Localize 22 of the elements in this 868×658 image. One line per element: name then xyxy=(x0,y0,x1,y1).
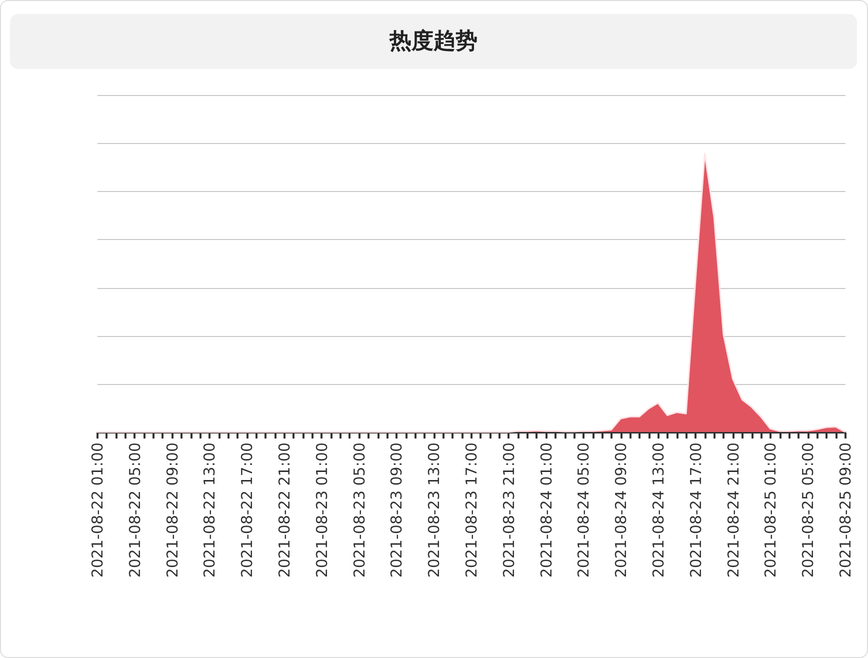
x-tick-label: 2021-08-22 01:00 xyxy=(88,442,106,578)
x-tick-label: 2021-08-24 13:00 xyxy=(650,442,668,578)
x-tick-label: 2021-08-22 21:00 xyxy=(276,442,294,578)
x-tick-label: 2021-08-24 01:00 xyxy=(537,442,556,578)
x-tick-label: 2021-08-23 01:00 xyxy=(312,442,331,578)
x-tick-label: 2021-08-25 09:00 xyxy=(836,442,854,578)
x-tick-label: 2021-08-24 09:00 xyxy=(612,442,630,578)
x-tick-label: 2021-08-24 17:00 xyxy=(686,442,705,578)
x-tick-label: 2021-08-23 13:00 xyxy=(425,442,444,578)
x-tick-label: 2021-08-23 09:00 xyxy=(388,442,406,578)
x-tick-label: 2021-08-25 05:00 xyxy=(799,442,818,578)
x-tick-label: 2021-08-23 21:00 xyxy=(500,442,518,578)
x-tick-label: 2021-08-24 05:00 xyxy=(574,442,593,578)
x-tick-label: 2021-08-24 21:00 xyxy=(724,442,742,578)
x-tick-label: 2021-08-22 13:00 xyxy=(200,442,219,578)
x-tick-label: 2021-08-25 01:00 xyxy=(762,442,780,578)
x-tick-label: 2021-08-23 17:00 xyxy=(462,442,480,578)
x-tick-label: 2021-08-22 17:00 xyxy=(238,442,256,578)
x-tick-label: 2021-08-23 05:00 xyxy=(350,442,368,578)
x-tick-label: 2021-08-22 05:00 xyxy=(126,442,144,578)
x-tick-label: 2021-08-22 09:00 xyxy=(163,442,182,578)
chart-title: 热度趋势 xyxy=(10,14,857,69)
